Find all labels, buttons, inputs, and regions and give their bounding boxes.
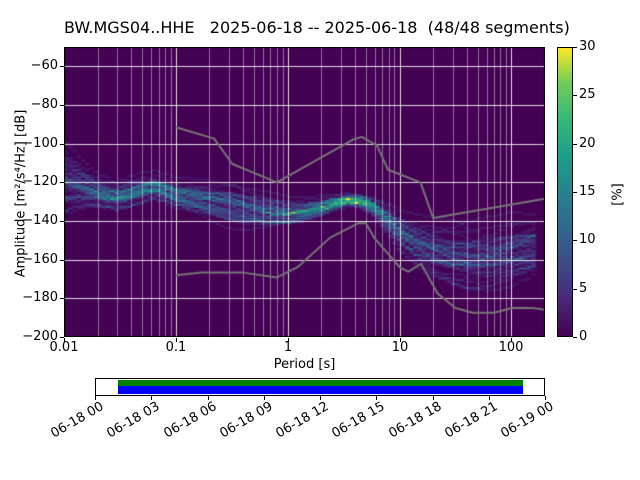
tick-mark bbox=[151, 396, 152, 400]
colorbar-tick-label: 30 bbox=[579, 39, 596, 54]
coverage-tick-label: 06-18 03 bbox=[103, 399, 162, 442]
y-tick-label: −80 bbox=[30, 97, 58, 112]
tick-mark bbox=[400, 338, 401, 342]
x-tick-label: 100 bbox=[498, 340, 524, 355]
colorbar-tick-label: 0 bbox=[579, 329, 588, 344]
colorbar-tick-label: 5 bbox=[579, 281, 588, 296]
tick-mark bbox=[573, 47, 577, 48]
tick-mark bbox=[264, 396, 265, 400]
figure-title: BW.MGS04..HHE 2025-06-18 -- 2025-06-18 (… bbox=[64, 18, 570, 37]
tick-mark bbox=[60, 105, 64, 106]
colorbar bbox=[557, 47, 573, 337]
coverage-tick-label: 06-18 12 bbox=[272, 399, 331, 442]
tick-mark bbox=[176, 338, 177, 342]
coverage-tick-label: 06-19 00 bbox=[497, 399, 556, 442]
tick-mark bbox=[376, 396, 377, 400]
x-tick-label: 1 bbox=[283, 340, 293, 355]
tick-mark bbox=[60, 221, 64, 222]
x-tick-label: 0.1 bbox=[165, 340, 187, 355]
y-tick-label: −140 bbox=[22, 213, 58, 228]
tick-mark bbox=[573, 289, 577, 290]
tick-mark bbox=[433, 396, 434, 400]
coverage-tick-label: 06-18 18 bbox=[385, 399, 444, 442]
y-tick-label: −120 bbox=[22, 174, 58, 189]
coverage-tick-label: 06-18 15 bbox=[328, 399, 387, 442]
y-tick-label: −180 bbox=[22, 290, 58, 305]
tick-mark bbox=[573, 95, 577, 96]
tick-mark bbox=[60, 260, 64, 261]
colorbar-tick-label: 10 bbox=[579, 232, 596, 247]
coverage-tick-label: 06-18 00 bbox=[47, 399, 106, 442]
coverage-tick-label: 06-18 06 bbox=[160, 399, 219, 442]
colorbar-unit-label: [%] bbox=[610, 183, 626, 206]
tick-mark bbox=[511, 338, 512, 342]
tick-mark bbox=[95, 396, 96, 400]
tick-mark bbox=[288, 338, 289, 342]
y-tick-label: −100 bbox=[22, 136, 58, 151]
tick-mark bbox=[60, 298, 64, 299]
tick-mark bbox=[60, 182, 64, 183]
tick-mark bbox=[489, 396, 490, 400]
colorbar-tick-label: 25 bbox=[579, 87, 596, 102]
colorbar-tick-label: 20 bbox=[579, 136, 596, 151]
tick-mark bbox=[60, 66, 64, 67]
coverage-tick-label: 06-18 09 bbox=[216, 399, 275, 442]
coverage-tick-label: 06-18 21 bbox=[441, 399, 500, 442]
tick-mark bbox=[545, 396, 546, 400]
y-tick-label: −160 bbox=[22, 252, 58, 267]
tick-mark bbox=[60, 144, 64, 145]
tick-mark bbox=[208, 396, 209, 400]
x-tick-label: 10 bbox=[391, 340, 409, 355]
x-tick-label: 0.01 bbox=[49, 340, 79, 355]
tick-mark bbox=[573, 144, 577, 145]
coverage-psd-bar bbox=[118, 386, 523, 394]
ppsd-heatmap-canvas bbox=[64, 47, 545, 337]
x-axis-label: Period [s] bbox=[273, 357, 336, 372]
tick-mark bbox=[573, 240, 577, 241]
tick-mark bbox=[573, 192, 577, 193]
coverage-data-bar bbox=[118, 380, 523, 386]
tick-mark bbox=[573, 337, 577, 338]
y-tick-label: −200 bbox=[22, 329, 58, 344]
y-tick-label: −60 bbox=[30, 58, 58, 73]
tick-mark bbox=[320, 396, 321, 400]
tick-mark bbox=[64, 338, 65, 342]
tick-mark bbox=[60, 337, 64, 338]
colorbar-tick-label: 15 bbox=[579, 184, 596, 199]
